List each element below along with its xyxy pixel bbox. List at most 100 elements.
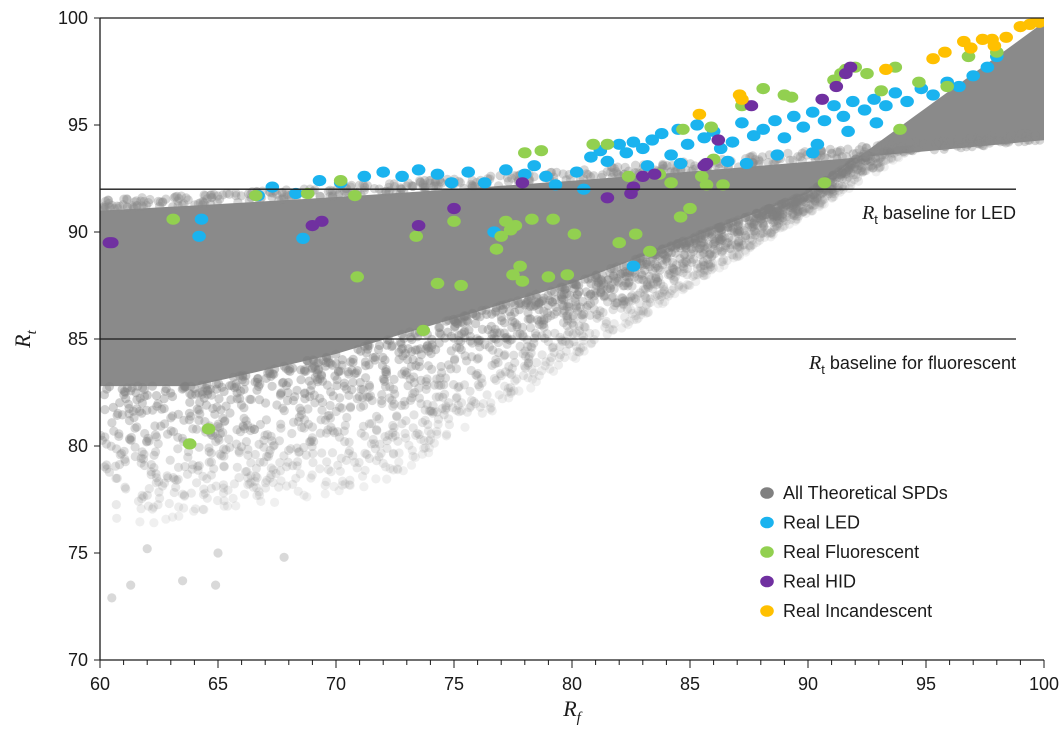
theoretical-spd-point	[423, 361, 433, 371]
theoretical-spd-point	[229, 479, 239, 489]
theoretical-spd-point	[965, 135, 975, 145]
theoretical-spd-point	[974, 136, 984, 146]
theoretical-spd-point	[898, 145, 908, 155]
theoretical-spd-point	[150, 430, 160, 440]
theoretical-spd-point	[339, 426, 349, 436]
theoretical-spd-point	[550, 295, 561, 305]
theoretical-spd-point	[657, 244, 667, 255]
theoretical-spd-point	[333, 427, 343, 437]
theoretical-spd-point	[685, 238, 695, 248]
theoretical-spd-point	[770, 222, 780, 232]
theoretical-spd-point	[117, 410, 127, 420]
theoretical-spd-point	[205, 190, 216, 200]
theoretical-spd-point	[138, 454, 149, 464]
theoretical-spd-point	[286, 444, 296, 454]
theoretical-spd-point	[698, 249, 708, 259]
theoretical-spd-point	[515, 329, 525, 339]
theoretical-spd-point	[426, 348, 436, 359]
theoretical-spd-point	[670, 248, 680, 258]
theoretical-spd-point	[382, 443, 392, 453]
theoretical-spd-point	[507, 316, 518, 326]
theoretical-spd-point	[253, 373, 263, 384]
theoretical-spd-point	[506, 298, 516, 308]
theoretical-spd-point	[583, 274, 593, 284]
theoretical-spd-point	[836, 170, 846, 180]
theoretical-spd-point	[665, 289, 675, 299]
theoretical-spd-point	[440, 333, 450, 343]
theoretical-spd-point	[381, 462, 391, 472]
theoretical-spd-point	[299, 490, 309, 500]
theoretical-spd-point	[791, 214, 801, 224]
legend-marker-all-theoretical-spds	[760, 487, 774, 499]
real-incandescent-point	[938, 46, 952, 58]
theoretical-spd-point	[699, 241, 709, 251]
theoretical-spd-point	[114, 460, 125, 470]
theoretical-spd-point	[808, 190, 818, 200]
theoretical-spd-point	[557, 282, 568, 292]
theoretical-spd-point	[390, 389, 400, 399]
theoretical-spd-point	[790, 216, 800, 226]
theoretical-spd-point	[160, 419, 170, 429]
theoretical-spd-point	[239, 413, 249, 423]
theoretical-spd-point	[621, 272, 632, 282]
theoretical-spd-point	[415, 177, 426, 187]
theoretical-spd-point	[317, 371, 327, 381]
theoretical-spd-point	[408, 451, 418, 461]
theoretical-spd-point	[617, 293, 627, 303]
theoretical-spd-point	[556, 335, 567, 345]
theoretical-spd-point	[310, 398, 320, 408]
theoretical-spd-point	[387, 340, 397, 351]
theoretical-spd-point	[690, 235, 700, 246]
theoretical-spd-point	[454, 343, 465, 353]
theoretical-spd-point	[524, 351, 534, 362]
real-led-point	[846, 95, 860, 108]
theoretical-spd-point	[707, 258, 718, 268]
theoretical-spd-point	[562, 288, 572, 299]
theoretical-spd-point	[539, 306, 549, 316]
theoretical-spd-point	[448, 315, 458, 325]
theoretical-spd-point	[732, 251, 742, 261]
theoretical-spd-point	[379, 374, 389, 384]
theoretical-spd-point	[469, 181, 479, 191]
theoretical-spd-point	[762, 228, 773, 238]
theoretical-spd-point	[454, 330, 464, 341]
theoretical-spd-point	[146, 460, 156, 470]
theoretical-spd-point	[117, 384, 127, 394]
theoretical-spd-point	[632, 314, 642, 324]
theoretical-spd-point	[858, 167, 868, 177]
theoretical-spd-point	[569, 279, 579, 289]
theoretical-spd-point	[717, 246, 727, 256]
theoretical-spd-point	[276, 476, 286, 486]
theoretical-spd-point	[702, 227, 713, 237]
theoretical-spd-point	[975, 138, 985, 148]
theoretical-spd-point	[703, 259, 714, 269]
theoretical-spd-point	[828, 170, 838, 180]
theoretical-spd-point	[539, 293, 549, 303]
theoretical-spd-point	[512, 374, 522, 384]
theoretical-spd-point	[194, 461, 204, 471]
theoretical-spd-point	[867, 156, 877, 166]
theoretical-spd-point	[107, 418, 117, 428]
theoretical-spd-point	[571, 301, 582, 311]
theoretical-spd-point	[505, 383, 516, 393]
theoretical-spd-point	[235, 427, 245, 437]
theoretical-spd-point	[1002, 132, 1013, 142]
theoretical-spd-point	[473, 337, 483, 347]
theoretical-spd-point	[431, 181, 441, 191]
theoretical-spd-point	[450, 316, 460, 326]
theoretical-spd-point	[436, 329, 446, 339]
theoretical-spd-point	[126, 386, 136, 396]
theoretical-spd-point	[136, 458, 146, 468]
theoretical-spd-point	[695, 268, 705, 278]
theoretical-spd-point	[424, 448, 434, 458]
theoretical-spd-point	[636, 310, 646, 320]
real-led-point	[841, 125, 855, 137]
theoretical-spd-point	[799, 192, 809, 202]
theoretical-spd-point	[859, 157, 869, 167]
theoretical-spd-point	[852, 155, 862, 165]
theoretical-spd-point	[400, 348, 410, 359]
theoretical-spd-point	[205, 384, 215, 394]
theoretical-spd-point	[203, 386, 213, 396]
theoretical-spd-point	[773, 206, 783, 216]
theoretical-spd-point	[275, 390, 286, 400]
